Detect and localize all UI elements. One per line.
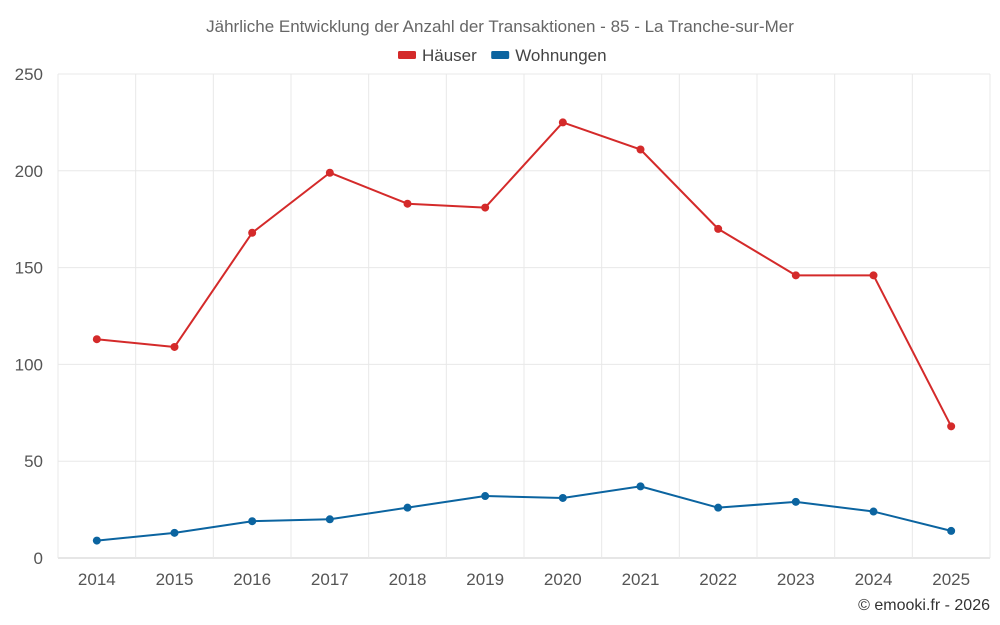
x-axis: 2014 2015 2016 2017 2018 2019 2020 2021 2022 2023… [78,570,970,589]
x-tick-label: 2017 [311,570,349,589]
legend-swatch [491,51,510,59]
legend-label: Häuser [422,46,477,65]
y-tick-label: 50 [24,452,43,471]
series-1 [92,482,956,545]
data-point[interactable] [481,203,490,212]
x-tick-label: 2020 [544,570,582,589]
series-0 [92,118,956,431]
y-tick-label: 150 [15,259,43,278]
x-tick-label: 2022 [699,570,737,589]
x-tick-label: 2016 [233,570,271,589]
data-point[interactable] [92,335,101,344]
data-point[interactable] [403,503,412,512]
data-point[interactable] [403,199,412,208]
data-point[interactable] [325,515,334,524]
x-tick-label: 2023 [777,570,815,589]
data-point[interactable] [481,492,490,501]
chart-title: Jährliche Entwicklung der Anzahl der Tra… [206,17,794,36]
x-tick-label: 2019 [466,570,504,589]
legend-swatch [398,51,416,59]
data-point[interactable] [92,536,101,545]
data-point[interactable] [714,224,723,233]
data-point[interactable] [791,497,800,506]
legend-item[interactable]: Häuser [398,46,477,65]
x-tick-label: 2021 [622,570,660,589]
x-tick-label: 2018 [389,570,427,589]
x-tick-label: 2015 [156,570,194,589]
data-point[interactable] [714,503,723,512]
data-point[interactable] [170,528,179,537]
data-point[interactable] [558,493,567,502]
y-tick-label: 250 [15,65,43,84]
y-tick-label: 100 [15,355,43,374]
legend: Häuser Wohnungen [398,46,607,65]
y-tick-label: 200 [15,162,43,181]
data-point[interactable] [325,168,334,177]
data-point[interactable] [947,526,956,535]
x-tick-label: 2014 [78,570,116,589]
legend-label: Wohnungen [515,46,606,65]
data-point[interactable] [947,422,956,431]
x-tick-label: 2024 [855,570,893,589]
data-point[interactable] [170,342,179,351]
series-line [96,121,953,427]
legend-item[interactable]: Wohnungen [491,46,607,65]
data-point[interactable] [636,145,645,154]
series-line [96,485,952,542]
series-group [92,118,956,545]
data-point[interactable] [636,482,645,491]
data-point[interactable] [869,271,878,280]
grid [57,73,991,559]
y-axis: 0 50 100 150 200 250 [15,65,43,568]
x-tick-label: 2025 [932,570,970,589]
y-tick-label: 0 [34,549,43,568]
data-point[interactable] [248,228,257,237]
credit-text: © emooki.fr - 2026 [858,597,990,614]
data-point[interactable] [558,118,567,127]
data-point[interactable] [248,517,257,526]
data-point[interactable] [869,507,878,516]
data-point[interactable] [791,271,800,280]
